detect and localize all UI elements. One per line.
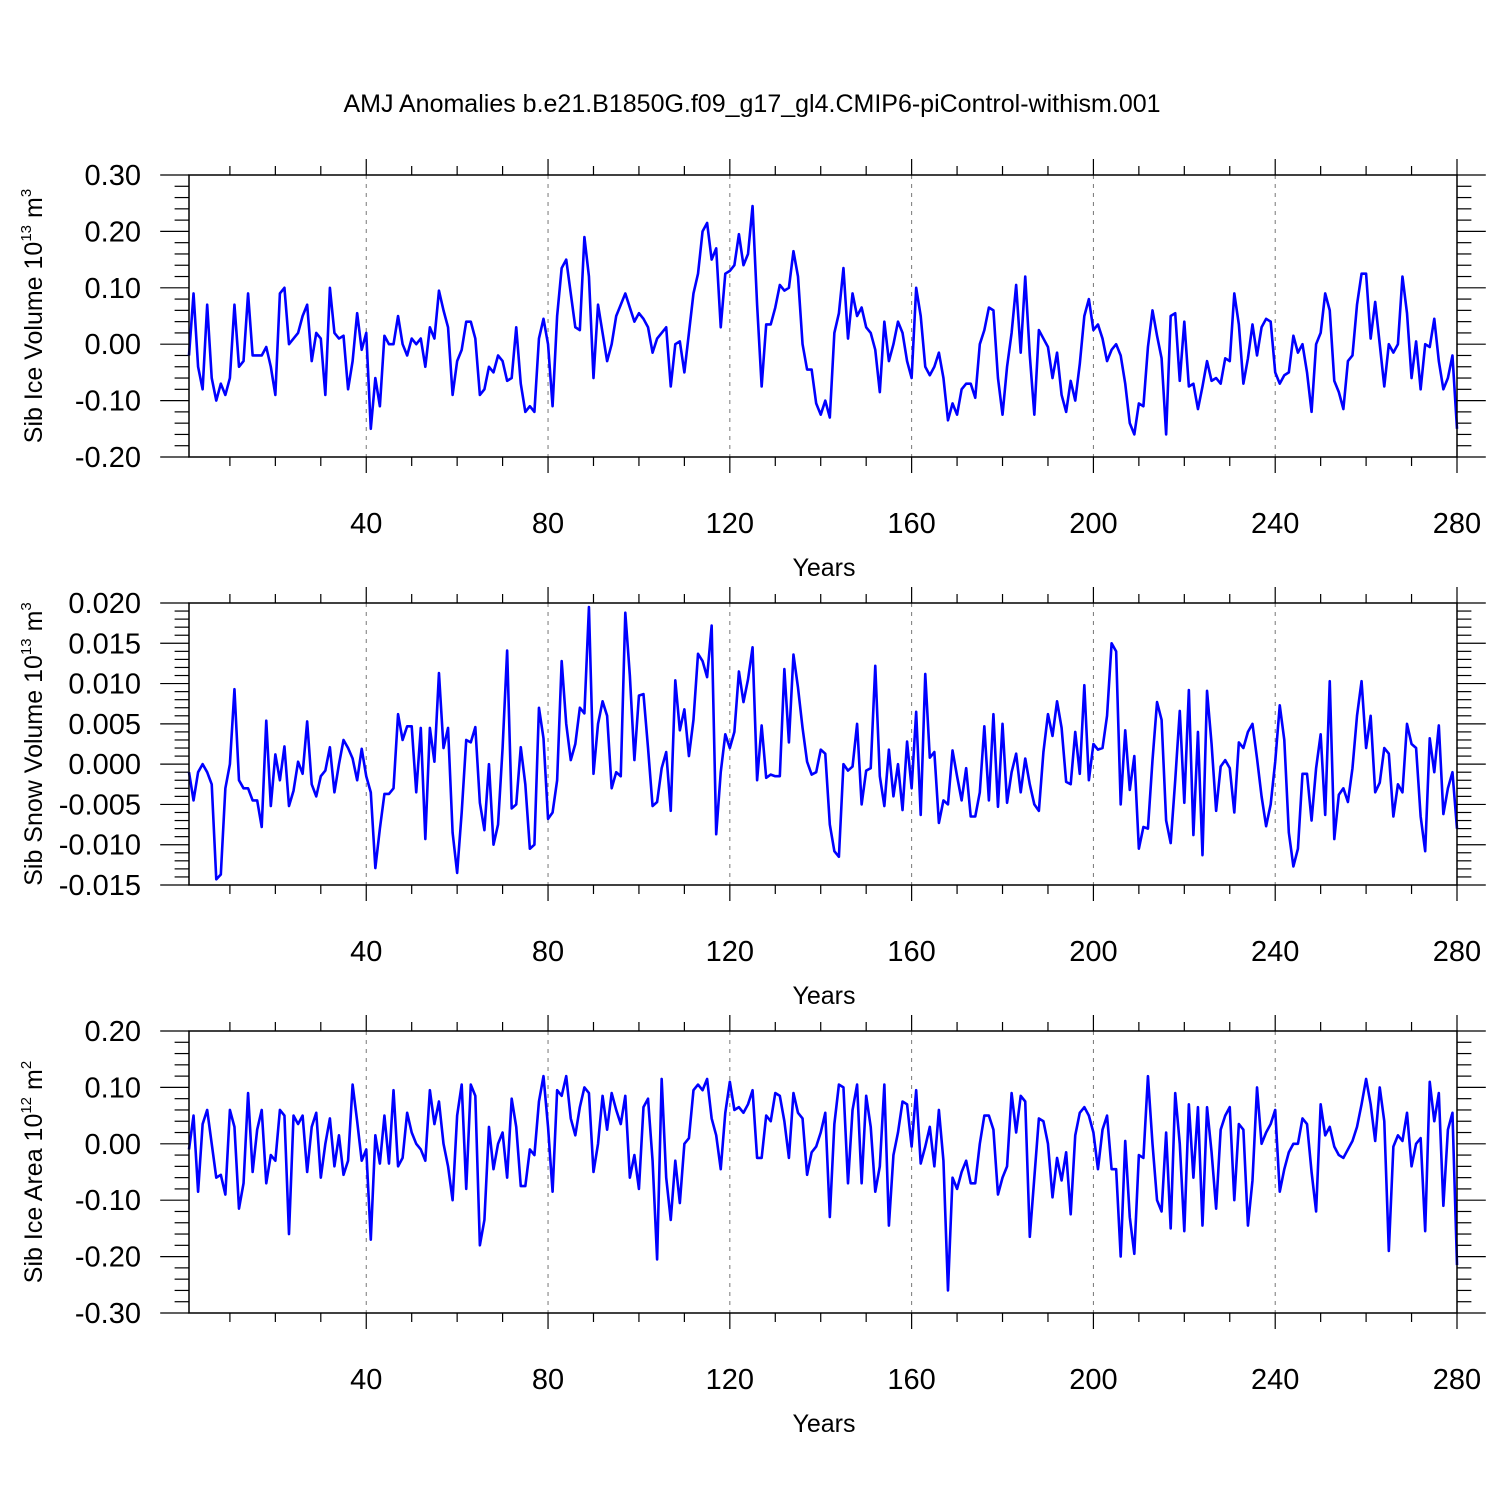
y-tick-label: 0.10 xyxy=(85,273,141,305)
y-tick-label: -0.10 xyxy=(75,386,141,418)
panel: 40 80 120 160 200 240 280 0.20 0.10 0.00 -0.10 -0.2… xyxy=(18,1015,1486,1438)
data-line xyxy=(187,1074,1459,1292)
y-axis-title: Sib Snow Volume 1013 m3 xyxy=(18,602,48,886)
x-tick-label: 120 xyxy=(706,936,754,968)
x-tick-label: 240 xyxy=(1251,936,1299,968)
y-axis-title-exponent: 13 xyxy=(18,225,35,242)
y-tick-label: 0.20 xyxy=(85,1016,141,1048)
x-axis-title: Years xyxy=(792,1410,855,1438)
data-line xyxy=(187,605,1459,881)
y-axis-title-text: Sib Snow Volume 10 xyxy=(20,655,48,886)
chart-title: AMJ Anomalies b.e21.B1850G.f09_g17_gl4.C… xyxy=(343,90,1160,118)
y-axis-title-unit: m xyxy=(20,611,48,632)
x-tick-label: 200 xyxy=(1069,1364,1117,1396)
x-tick-label: 120 xyxy=(706,508,754,540)
x-tick-label: 280 xyxy=(1433,936,1481,968)
y-axis-title-unit: m xyxy=(20,197,48,218)
y-tick-label: -0.20 xyxy=(75,1242,141,1274)
y-tick-label: -0.015 xyxy=(59,870,141,902)
x-tick-label: 240 xyxy=(1251,508,1299,540)
y-tick-label: 0.000 xyxy=(68,749,141,781)
x-tick-label: 280 xyxy=(1433,1364,1481,1396)
y-axis-title-unit-power: 3 xyxy=(18,189,35,197)
y-tick-label: -0.10 xyxy=(75,1185,141,1217)
y-axis-title: Sib Ice Volume 1013 m3 xyxy=(18,189,48,443)
x-tick-label: 160 xyxy=(887,1364,935,1396)
y-tick-label: 0.10 xyxy=(85,1072,141,1104)
y-tick-label: 0.010 xyxy=(68,669,141,701)
y-tick-label: -0.20 xyxy=(75,442,141,474)
x-tick-label: 200 xyxy=(1069,936,1117,968)
y-tick-label: -0.30 xyxy=(75,1298,141,1330)
x-axis-title: Years xyxy=(792,554,855,582)
x-tick-label: 40 xyxy=(350,1364,382,1396)
plot-frame xyxy=(188,174,1458,458)
x-tick-label: 80 xyxy=(532,508,564,540)
y-tick-label: 0.005 xyxy=(68,709,141,741)
y-tick-label: 0.20 xyxy=(85,216,141,248)
y-tick-label: -0.005 xyxy=(59,789,141,821)
y-axis-title: Sib Ice Area 1012 m2 xyxy=(18,1061,48,1283)
y-tick-label: 0.015 xyxy=(68,628,141,660)
y-tick-label: 0.020 xyxy=(68,588,141,620)
y-axis-title-text: Sib Ice Volume 10 xyxy=(20,242,48,444)
y-axis-title-exponent: 12 xyxy=(18,1097,35,1114)
y-tick-label: 0.00 xyxy=(85,1129,141,1161)
x-tick-label: 240 xyxy=(1251,1364,1299,1396)
x-tick-label: 40 xyxy=(350,508,382,540)
x-tick-label: 80 xyxy=(532,1364,564,1396)
y-axis-title-unit: m xyxy=(20,1069,48,1090)
plot-frame xyxy=(188,1030,1458,1314)
x-tick-label: 200 xyxy=(1069,508,1117,540)
y-axis-title-unit-power: 2 xyxy=(18,1061,35,1069)
plot-frame xyxy=(188,602,1458,886)
data-line xyxy=(187,204,1459,436)
x-tick-label: 160 xyxy=(887,508,935,540)
y-tick-label: -0.010 xyxy=(59,830,141,862)
y-tick-label: 0.00 xyxy=(85,329,141,361)
x-tick-label: 40 xyxy=(350,936,382,968)
y-tick-label: 0.30 xyxy=(85,160,141,192)
y-axis-title-text: Sib Ice Area 10 xyxy=(20,1114,48,1284)
x-tick-label: 120 xyxy=(706,1364,754,1396)
panel: 40 80 120 160 200 240 280 0.30 0.20 0.10 0.00 -0.10… xyxy=(18,159,1486,582)
x-axis-title: Years xyxy=(792,982,855,1010)
x-tick-label: 280 xyxy=(1433,508,1481,540)
x-tick-label: 80 xyxy=(532,936,564,968)
y-axis-title-exponent: 13 xyxy=(18,638,35,655)
panel: 40 80 120 160 200 240 280 0.020 0.015 0.010 0.005 0… xyxy=(18,587,1486,1010)
y-axis-title-unit-power: 3 xyxy=(18,602,35,610)
x-tick-label: 160 xyxy=(887,936,935,968)
